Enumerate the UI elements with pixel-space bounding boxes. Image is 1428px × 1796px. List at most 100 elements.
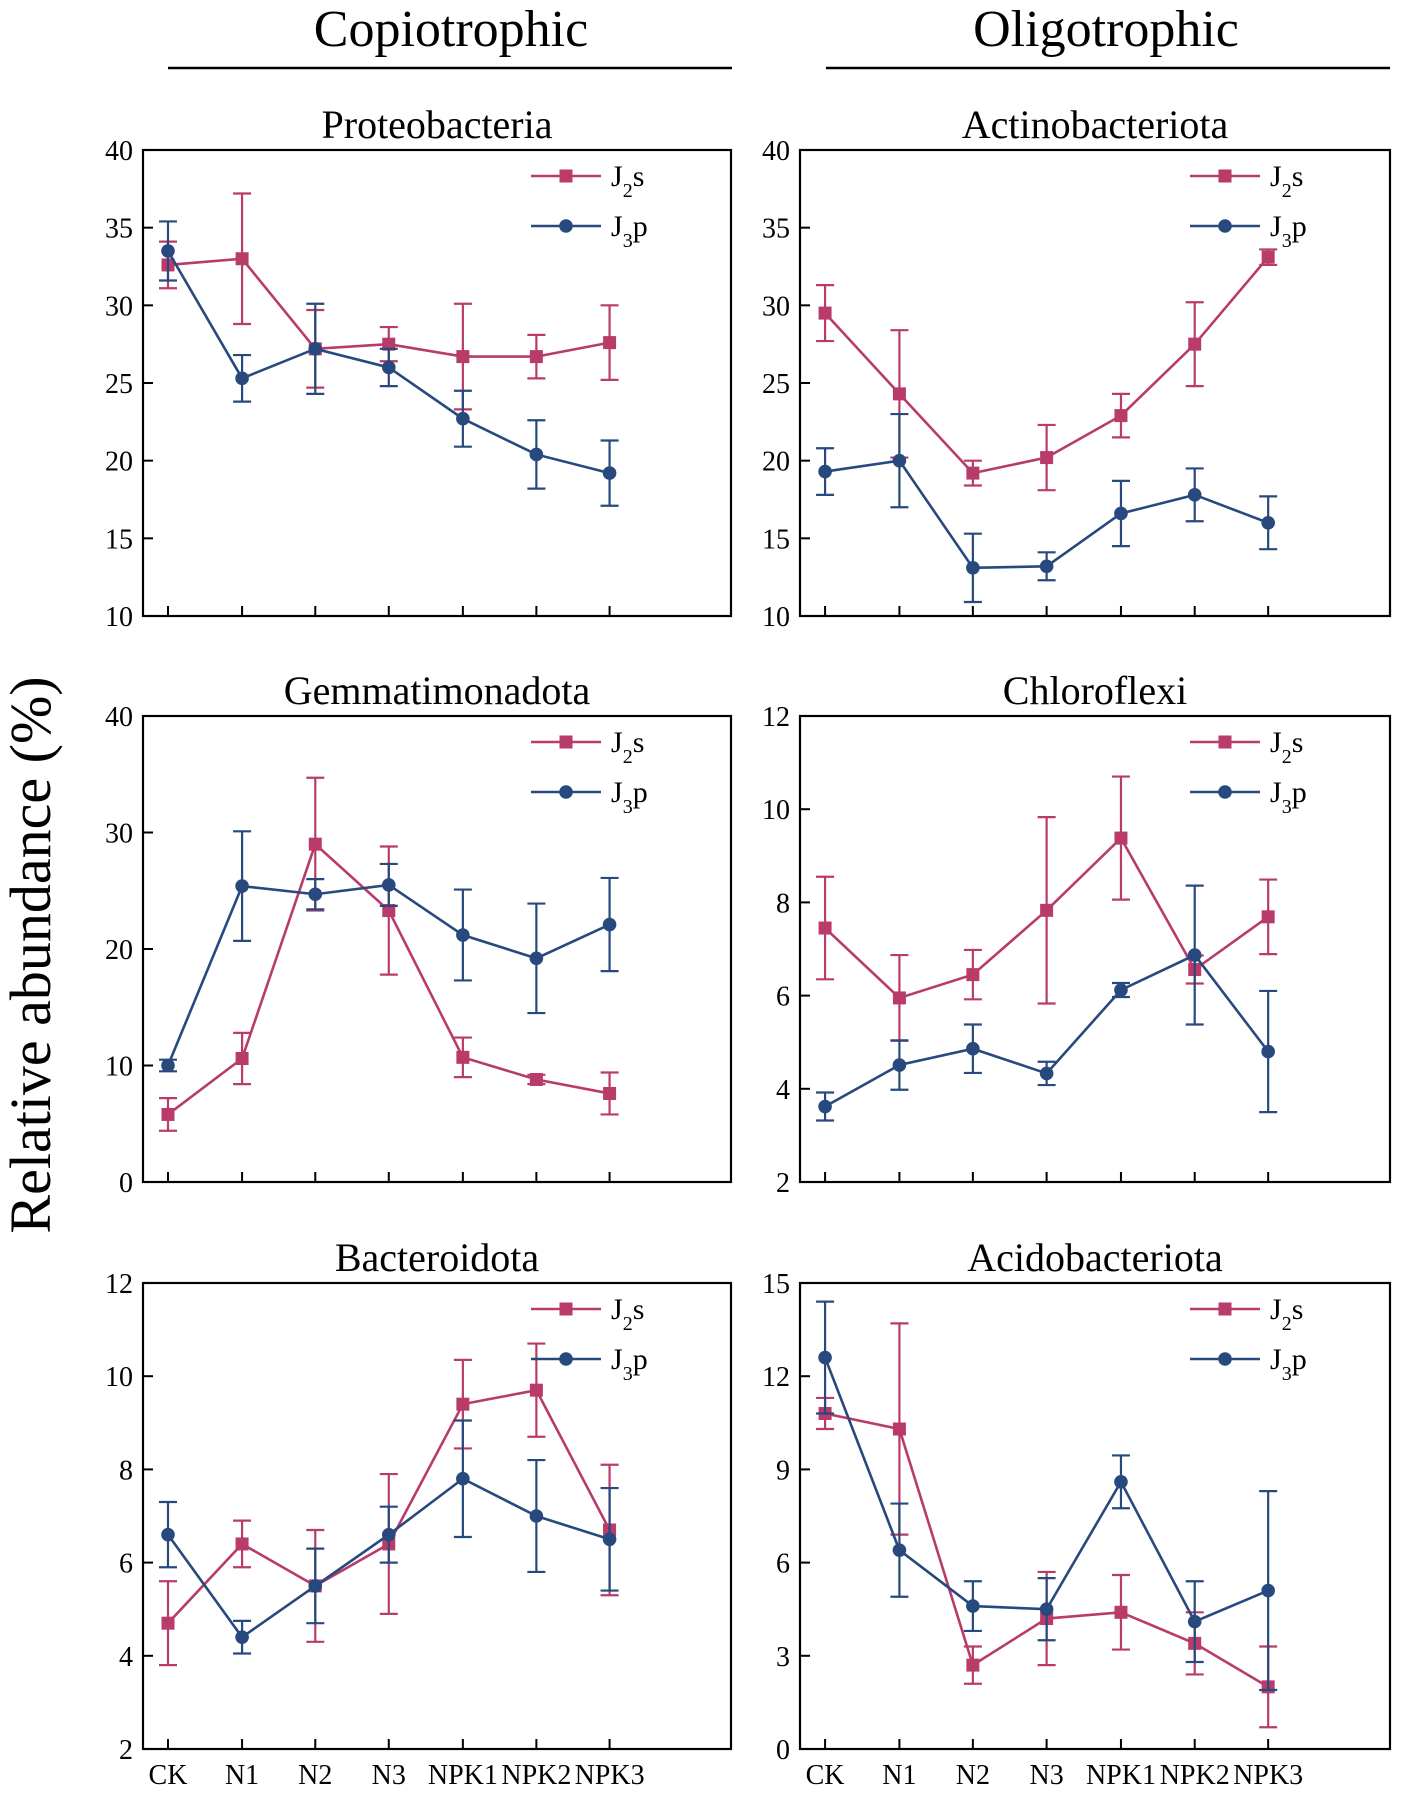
y-tick-label: 20 <box>105 935 133 966</box>
data-point <box>161 244 175 258</box>
data-point <box>603 336 617 350</box>
data-point <box>602 1532 617 1547</box>
data-point <box>529 1072 543 1086</box>
y-tick-label: 4 <box>119 1642 133 1673</box>
legend-label: J2s <box>1270 160 1303 202</box>
data-point <box>456 1397 470 1411</box>
data-point <box>1114 983 1128 997</box>
legend-label: J3p <box>1270 776 1307 818</box>
data-point <box>966 1041 980 1056</box>
legend-marker <box>559 219 573 233</box>
legend-marker <box>1218 785 1232 799</box>
series-j3p <box>816 884 1278 1122</box>
y-tick-label: 0 <box>776 1735 790 1766</box>
y-tick-label: 30 <box>762 291 790 322</box>
y-tick-label: 6 <box>776 1549 790 1580</box>
series-j3p <box>816 412 1278 604</box>
panel-title: Bacteroidota <box>335 1235 540 1280</box>
series-j2s <box>816 775 1278 1042</box>
data-point <box>966 968 980 982</box>
data-point <box>381 1527 396 1542</box>
x-tick-label: NPK2 <box>501 1760 571 1791</box>
series-j3p <box>816 1300 1278 1692</box>
y-tick-label: 10 <box>105 1052 133 1083</box>
data-point <box>456 411 470 426</box>
legend-marker <box>1218 1352 1232 1366</box>
data-point <box>1039 559 1054 574</box>
series-j2s <box>816 248 1278 492</box>
data-point <box>892 1422 906 1436</box>
data-point <box>235 371 249 386</box>
data-point <box>818 306 832 320</box>
legend-marker <box>1218 219 1232 233</box>
plot-frame <box>798 714 1392 1184</box>
x-tick-label: NPK1 <box>428 1760 498 1791</box>
data-point <box>1187 1614 1202 1629</box>
data-point <box>1261 516 1275 530</box>
legend-marker <box>559 1302 573 1316</box>
y-tick-label: 10 <box>762 602 790 633</box>
legend-label: J2s <box>611 1293 644 1335</box>
legend-label: J2s <box>1270 1293 1303 1335</box>
y-tick-label: 6 <box>776 982 790 1013</box>
data-point <box>602 917 617 932</box>
data-point <box>1261 1583 1275 1598</box>
data-point <box>529 951 544 966</box>
data-point <box>456 1050 470 1064</box>
panel-bacteroidota: Bacteroidota 2 4 6 8 10 12 CK N1 N2 N3 NPK1 NPK2 NPK3… <box>105 1235 733 1791</box>
legend-marker <box>559 1352 573 1366</box>
x-tick-label: NPK3 <box>1233 1760 1303 1791</box>
data-point <box>456 350 470 364</box>
legend-marker <box>559 785 573 799</box>
data-point <box>161 1107 175 1121</box>
data-point <box>235 1537 249 1551</box>
data-point <box>235 1630 249 1644</box>
series-j2s <box>158 776 619 1132</box>
y-tick-label: 35 <box>105 214 133 245</box>
y-tick-label: 9 <box>776 1455 790 1486</box>
data-point <box>818 921 832 935</box>
data-point <box>1039 1602 1054 1616</box>
group-title-oligotrophic: Oligotrophic <box>973 1 1239 58</box>
legend-label: J3p <box>611 1343 648 1385</box>
data-point <box>308 342 323 356</box>
data-point <box>1261 250 1275 264</box>
y-tick-label: 10 <box>762 795 790 826</box>
y-tick-label: 30 <box>105 291 133 322</box>
group-header-left: Copiotrophic <box>168 1 732 70</box>
y-tick-label: 15 <box>105 524 133 555</box>
data-point <box>892 1543 907 1557</box>
series-j3p <box>158 830 619 1073</box>
y-tick-label: 6 <box>119 1549 133 1580</box>
data-point <box>529 350 543 364</box>
data-point <box>1114 831 1128 845</box>
plot-frame <box>798 1281 1392 1751</box>
data-point <box>966 1658 980 1672</box>
y-tick-label: 30 <box>105 819 133 850</box>
data-point <box>602 466 617 480</box>
y-tick-label: 20 <box>105 447 133 478</box>
y-tick-label: 3 <box>776 1642 790 1673</box>
y-tick-label: 40 <box>762 136 790 167</box>
x-tick-label: CK <box>806 1760 845 1791</box>
data-point <box>161 1527 175 1542</box>
y-tick-label: 2 <box>119 1735 133 1766</box>
data-point <box>382 337 396 351</box>
data-point <box>235 1052 249 1066</box>
data-point <box>1114 409 1128 423</box>
legend-label: J3p <box>611 210 648 252</box>
group-header-right: Oligotrophic <box>826 1 1390 70</box>
legend-label: J3p <box>611 776 648 818</box>
data-point <box>892 991 906 1005</box>
legend-marker <box>1218 1302 1232 1316</box>
data-point <box>603 1086 617 1100</box>
data-point <box>382 904 396 918</box>
legend-label: J2s <box>611 160 644 202</box>
